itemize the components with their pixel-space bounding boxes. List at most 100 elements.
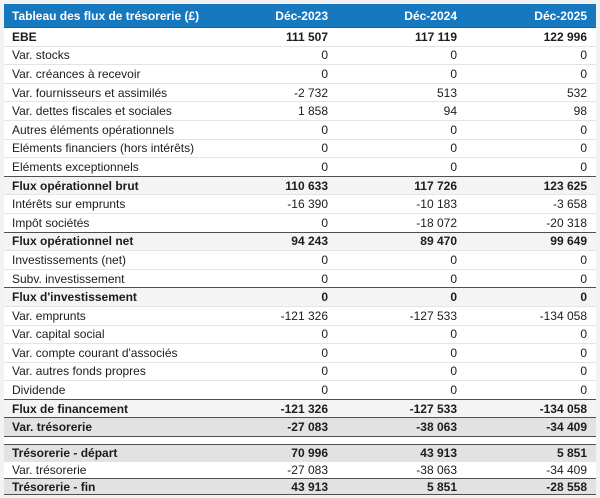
table-row: Trésorerie - départ 70 996 43 913 5 851 (4, 444, 596, 462)
row-value: 0 (206, 250, 337, 270)
row-value: 0 (466, 287, 596, 307)
row-label: Flux opérationnel net (4, 231, 206, 251)
row-label: Flux de financement (4, 398, 206, 418)
row-value: -16 390 (206, 194, 337, 214)
row-value: 43 913 (206, 477, 337, 496)
row-value: 0 (466, 119, 596, 140)
row-value: 0 (337, 64, 466, 84)
table-row: Impôt sociétés 0 -18 072 -20 318 (4, 212, 596, 233)
table-row: Dividende 0 0 0 (4, 380, 596, 400)
row-value: 0 (337, 287, 466, 307)
row-value: 0 (337, 250, 466, 270)
spacer-cell (4, 436, 596, 445)
row-label: Trésorerie - départ (4, 444, 206, 462)
table-row: Var. emprunts -121 326 -127 533 -134 058 (4, 305, 596, 325)
table-row: Subv. investissement 0 0 0 (4, 268, 596, 288)
row-value: 5 851 (337, 477, 466, 496)
row-value: -38 063 (337, 417, 466, 438)
row-label: Flux d'investissement (4, 287, 206, 307)
row-value: 1 858 (206, 101, 337, 121)
row-label: Var. autres fonds propres (4, 361, 206, 381)
row-value: 110 633 (206, 175, 337, 195)
row-label: Dividende (4, 380, 206, 400)
row-value: 0 (206, 212, 337, 233)
row-value: -134 058 (466, 305, 596, 325)
row-value: -3 658 (466, 194, 596, 214)
row-value: -38 063 (337, 460, 466, 479)
row-value: -121 326 (206, 305, 337, 325)
table-row: Eléments financiers (hors intérêts) 0 0 0 (4, 138, 596, 158)
row-value: 0 (337, 380, 466, 400)
row-label: Flux opérationnel brut (4, 175, 206, 195)
row-value: 0 (206, 157, 337, 177)
row-value: -127 533 (337, 398, 466, 418)
row-value: 0 (206, 324, 337, 344)
row-value: 123 625 (466, 175, 596, 195)
row-value: 0 (466, 138, 596, 158)
row-label: Trésorerie - fin (4, 477, 206, 496)
row-value: 0 (337, 361, 466, 381)
row-value: 99 649 (466, 231, 596, 251)
row-value: -28 558 (466, 477, 596, 496)
table-row: Eléments exceptionnels 0 0 0 (4, 157, 596, 177)
spacer-row (4, 436, 596, 445)
row-label: Eléments financiers (hors intérêts) (4, 138, 206, 158)
column-header-dec-2025: Déc-2025 (466, 4, 596, 28)
table-row: Var. trésorerie -27 083 -38 063 -34 409 (4, 460, 596, 479)
row-label: Var. dettes fiscales et sociales (4, 101, 206, 121)
header-row: Tableau des flux de trésorerie (£) Déc-2… (4, 4, 596, 28)
row-value: -34 409 (466, 417, 596, 438)
row-label: Var. emprunts (4, 305, 206, 325)
row-value: 43 913 (337, 444, 466, 462)
row-value: 0 (206, 361, 337, 381)
table-row: EBE 111 507 117 119 122 996 (4, 27, 596, 47)
row-value: 0 (466, 268, 596, 288)
row-value: 0 (466, 45, 596, 65)
table-body: EBE 111 507 117 119 122 996 Var. stocks 0 0 0 Va… (4, 27, 596, 496)
row-value: 94 (337, 101, 466, 121)
row-value: 0 (466, 361, 596, 381)
row-value: 0 (466, 157, 596, 177)
row-value: 0 (206, 380, 337, 400)
table-row: Flux opérationnel net 94 243 89 470 99 649 (4, 231, 596, 251)
row-value: 0 (337, 157, 466, 177)
row-value: -18 072 (337, 212, 466, 233)
table-row: Var. créances à recevoir 0 0 0 (4, 64, 596, 84)
row-value: -127 533 (337, 305, 466, 325)
row-value: 89 470 (337, 231, 466, 251)
row-value: 5 851 (466, 444, 596, 462)
row-value: -10 183 (337, 194, 466, 214)
row-label: Var. capital social (4, 324, 206, 344)
row-label: Impôt sociétés (4, 212, 206, 233)
table-row: Var. dettes fiscales et sociales 1 858 94 9… (4, 101, 596, 121)
row-label: Investissements (net) (4, 250, 206, 270)
row-value: 0 (206, 64, 337, 84)
row-value: -27 083 (206, 460, 337, 479)
row-value: -20 318 (466, 212, 596, 233)
table-row: Var. fournisseurs et assimilés -2 732 513 5… (4, 82, 596, 102)
row-value: 0 (337, 119, 466, 140)
row-value: 532 (466, 82, 596, 102)
row-value: 0 (466, 250, 596, 270)
table-row: Var. capital social 0 0 0 (4, 324, 596, 344)
row-value: 111 507 (206, 27, 337, 47)
row-value: 0 (206, 343, 337, 363)
cash-flow-table-container: Tableau des flux de trésorerie (£) Déc-2… (4, 4, 596, 496)
row-label: Var. trésorerie (4, 460, 206, 479)
row-label: Var. créances à recevoir (4, 64, 206, 84)
row-value: 94 243 (206, 231, 337, 251)
row-value: -27 083 (206, 417, 337, 438)
row-label: Var. fournisseurs et assimilés (4, 82, 206, 102)
row-label: Intérêts sur emprunts (4, 194, 206, 214)
table-header: Tableau des flux de trésorerie (£) Déc-2… (4, 4, 596, 28)
row-value: 0 (206, 287, 337, 307)
row-value: 0 (466, 64, 596, 84)
row-label: Var. compte courant d'associés (4, 343, 206, 363)
row-label: Autres éléments opérationnels (4, 119, 206, 140)
cash-flow-table: Tableau des flux de trésorerie (£) Déc-2… (4, 4, 596, 496)
table-row: Flux d'investissement 0 0 0 (4, 287, 596, 307)
row-label: Var. stocks (4, 45, 206, 65)
row-value: 0 (206, 268, 337, 288)
row-value: 0 (466, 343, 596, 363)
row-value: 117 119 (337, 27, 466, 47)
